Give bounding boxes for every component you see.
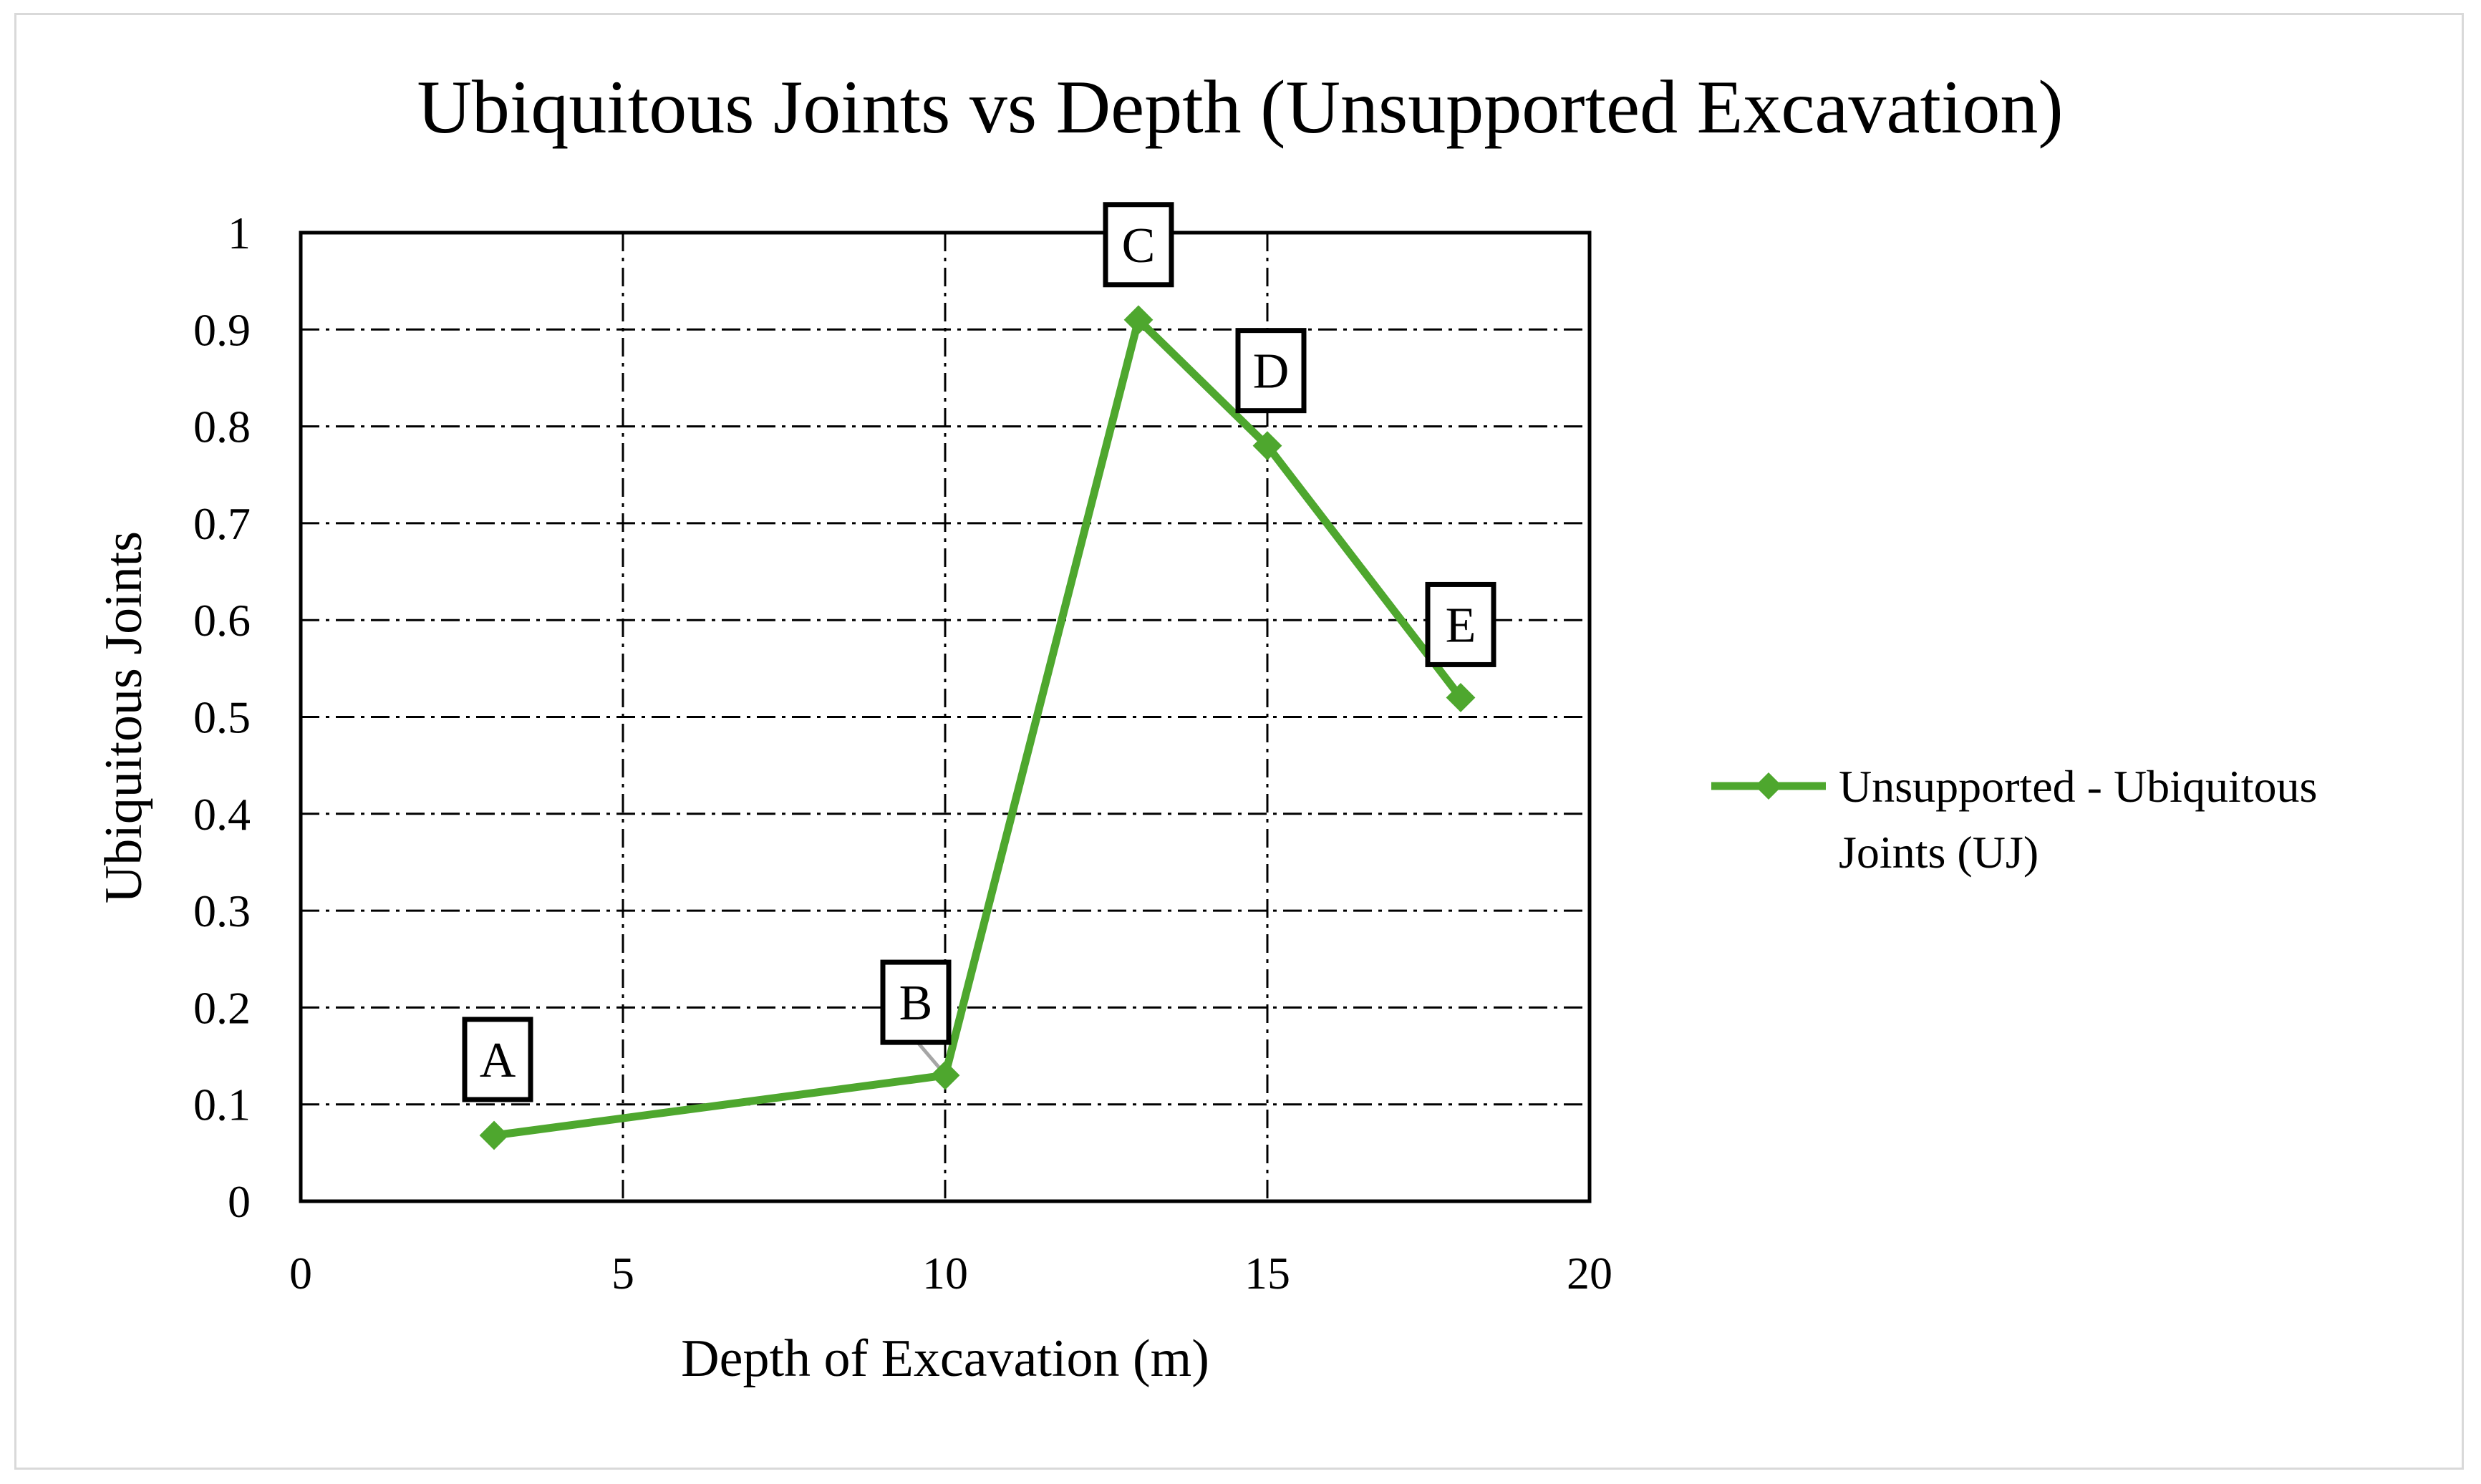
data-point-marker [1446,683,1476,712]
data-point-marker [1252,431,1282,461]
y-tick-label: 0.3 [193,886,251,936]
y-tick-label: 0.6 [193,595,251,646]
x-tick-label: 5 [611,1248,634,1299]
legend-label: Unsupported - Ubiquitous Joints (UJ) [1839,761,2317,878]
point-label: E [1446,598,1476,653]
point-label: B [899,976,933,1031]
series-unsupported-uj [479,305,1476,1150]
series-line [493,316,1464,1140]
y-tick-label: 1 [228,208,251,258]
plot-area [299,231,1592,1203]
data-point-marker [1123,305,1154,335]
y-axis-title: Ubiquitous Joints [95,531,153,903]
point-labels: A B C D E [462,202,1496,1102]
y-tick-label: 0 [228,1176,251,1227]
legend-marker [1755,772,1782,800]
y-tick-label: 0.7 [193,498,251,549]
y-tick-label: 0.5 [193,692,251,743]
x-tick-label: 10 [922,1248,968,1299]
point-label-box [1103,202,1174,288]
point-label: D [1253,344,1290,399]
point-label-box [462,1017,533,1102]
data-point-marker [479,1120,509,1150]
point-label: C [1122,218,1156,273]
x-tick-label: 0 [289,1248,312,1299]
data-point-marker [930,1060,960,1090]
tick-labels: 00.10.20.30.40.50.60.70.80.910 5 10 15 20 [193,208,1612,1299]
y-tick-label: 0.4 [193,789,251,840]
legend: Unsupported - Ubiquitous Joints (UJ) [1711,761,2317,878]
y-tick-label: 0.8 [193,402,251,452]
x-tick-label: 15 [1244,1248,1290,1299]
y-tick-label: 0.1 [193,1080,251,1130]
y-tick-label: 0.2 [193,982,251,1033]
chart-title: Ubiquitous Joints vs Depth (Unsupported … [417,65,2063,149]
x-tick-label: 20 [1567,1248,1612,1299]
point-label-box [880,959,952,1045]
point-label-box [1235,328,1307,414]
point-label-box [1425,581,1496,667]
point-label: A [480,1033,516,1088]
y-tick-label: 0.9 [193,304,251,355]
chart-frame [14,13,2464,1470]
x-axis-title: Depth of Excavation (m) [681,1329,1209,1388]
